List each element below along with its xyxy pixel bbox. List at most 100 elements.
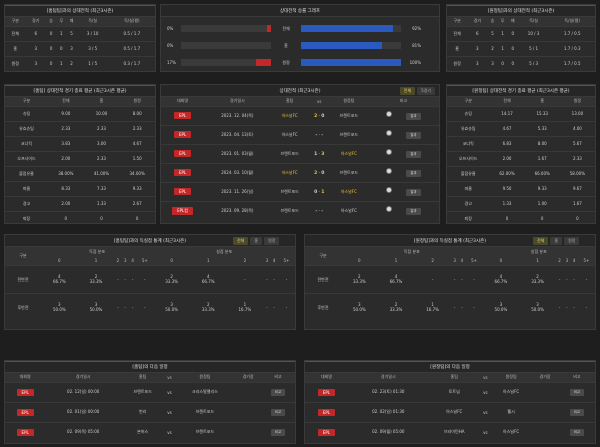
column-header: 대회명 [305, 373, 348, 382]
dist-cell: - [270, 292, 278, 321]
graph-row: 0% 홈 81% [167, 37, 433, 54]
home-next-title: [홈팀]의 다음 일정 [5, 361, 295, 373]
tab-away-dist-all[interactable]: 전체 [533, 237, 549, 245]
league-badge[interactable]: EPL [173, 150, 192, 157]
dist-cell: - [450, 264, 459, 293]
table-row: 슈팅 9.00 10.00 8.00 [5, 105, 155, 121]
vs-cell: vs [479, 421, 491, 442]
dist-cell: 4 66.7% [377, 264, 415, 293]
dist-cell: 2 33.3% [153, 264, 190, 293]
league-badge[interactable]: EPL [173, 188, 192, 195]
league-badge[interactable]: EPL [317, 388, 336, 396]
row-label: 유효슈팅 [447, 120, 490, 136]
graph-row: 0% 전체 92% [167, 20, 433, 37]
dist-cell: 2 33.3% [519, 264, 556, 293]
home-team: 브렌트포드 [270, 200, 309, 220]
row-label: 전반전 [5, 264, 41, 293]
table-cell: 1 [497, 25, 508, 41]
league-badge[interactable]: EPL [173, 131, 192, 138]
league-badge[interactable]: EPL [16, 388, 34, 396]
home-dist-table: 구분 득점 분포 실점 분포 0 1 2 3 4 5+ 0 1 2 3 4 5+ 전반전 4 66.7% 2 33… [5, 247, 295, 321]
home-team: 아스날FC [428, 401, 480, 422]
column-header: 경기 [467, 17, 488, 26]
compare-button[interactable]: 비교 [569, 428, 585, 436]
league-badge[interactable]: EPL [317, 428, 336, 436]
away-stats-panel: [원정팀] 상대전적 경기 종료 평균 (최근3시즌 평균) 구분 전체 홈 원정 슈팅… [446, 84, 596, 226]
table-row: EPL 2023. 04. 13(토) 아스날FC - - - 브렌트포드 결과 [161, 124, 439, 144]
away-stats-table: 구분 전체 홈 원정 슈팅 14.17 15.33 13.00 유효슈팅 4.67 5.33 4.00… [447, 97, 595, 226]
dist-cell: - [570, 292, 578, 321]
table-row: 오프사이드 2.00 2.33 1.50 [5, 150, 155, 166]
ball-icon [386, 130, 393, 136]
goal-count-header: 0 [153, 256, 190, 265]
tab-all[interactable]: 전체 [399, 87, 416, 95]
table-row: 전반전 2 33.3% 4 66.7% - - - -4 66.7% 2 33.3% - - - - [305, 264, 595, 293]
tab-home-dist-all[interactable]: 전체 [233, 237, 249, 245]
result-button[interactable]: 결과 [406, 113, 421, 120]
dist-cell: 4 66.7% [41, 264, 78, 293]
stadium-cell [531, 381, 559, 402]
league-badge[interactable]: EPL [16, 428, 34, 436]
away-team: 브렌트포드 [174, 421, 236, 442]
result-button[interactable]: 결과 [406, 132, 421, 139]
score-separator: - [317, 131, 322, 137]
column-header: 구분 [5, 247, 41, 265]
tab-away-dist-home[interactable]: 홈 [550, 237, 563, 245]
compare-button[interactable]: 비교 [270, 408, 286, 416]
tab-home-dist-home[interactable]: 홈 [250, 237, 263, 245]
league-badge[interactable]: EPL [173, 112, 192, 119]
table-cell: 2.33 [48, 120, 84, 136]
compare-button[interactable]: 비교 [569, 388, 585, 396]
home-dist-title-text: [홈팀팀]과의 득실점 통계 (최근3시즌) [113, 238, 187, 244]
compare-button[interactable]: 비교 [569, 408, 585, 416]
table-cell: 2.33 [83, 150, 120, 166]
tab-home-dist-away[interactable]: 원정 [264, 237, 280, 245]
column-header: 패 [507, 17, 518, 26]
right-bar-track [301, 25, 401, 32]
result-button[interactable]: 결과 [406, 151, 421, 158]
league-cell: EPL [161, 124, 205, 144]
date-cell: 02. 23(토) 01:30 [347, 381, 429, 402]
table-cell: 58.00% [559, 165, 595, 181]
table-cell: 8.33 [48, 180, 84, 196]
league-badge[interactable]: EPL [16, 408, 34, 416]
table-row: EPL 02. 23(토) 01:30 토트넘 vs 아스날FC 비교 [305, 381, 595, 402]
away-score: 0 [321, 113, 325, 119]
dist-cell: - [563, 264, 571, 293]
league-badge[interactable]: EPL [317, 408, 336, 416]
stadium-cell [235, 401, 262, 422]
row-label: 원정 [447, 55, 468, 71]
table-cell: 0 [45, 25, 57, 41]
table-cell: 9.33 [524, 180, 560, 196]
table-row: 경고 2.00 1.33 2.67 [5, 195, 155, 211]
dist-cell: - [555, 264, 564, 293]
table-row: EPL 02. 09(월) 05:00 브라이턴HA vs 아스날FC 비교 [305, 421, 595, 442]
dist-cell: - [136, 292, 154, 321]
dist-cell: - [465, 292, 483, 321]
result-button[interactable]: 결과 [406, 189, 421, 196]
table-cell: 1 [56, 55, 67, 71]
home-score: - [315, 132, 318, 138]
table-cell: 4.67 [119, 135, 155, 151]
result-button[interactable]: 결과 [406, 170, 421, 177]
row-label: 유효슈팅 [5, 120, 48, 136]
home-stats-title: [홈팀] 상대전적 경기 종료 평균 (최근3시즌 평균) [5, 85, 155, 97]
goal-count-header: 5+ [277, 256, 295, 265]
home-team: 본머스 [121, 421, 165, 442]
dist-cell: - [465, 264, 483, 293]
away-h2h-title: [원정팀]과의 상대전적 (최근3시즌) [447, 5, 595, 17]
dist-cell: 1 16.7% [414, 292, 451, 321]
table-row: EPL컵 2023. 09. 28(목) 브렌트포드 - - - 아스날FC 결과 [161, 200, 439, 220]
table-cell: 0 [119, 210, 155, 226]
league-badge[interactable]: EPL [173, 169, 192, 176]
tab-away-dist-away[interactable]: 원정 [564, 237, 580, 245]
compare-button[interactable]: 비교 [270, 388, 286, 396]
league-badge[interactable]: EPL컵 [172, 206, 193, 215]
table-row: 슈팅 14.17 15.33 13.00 [447, 105, 595, 121]
compare-button[interactable]: 비교 [270, 428, 286, 436]
league-cell: EPL [161, 143, 205, 163]
column-header: 대회명 [161, 97, 205, 106]
result-button[interactable]: 결과 [406, 208, 421, 216]
tab-5-games[interactable]: 5경기 [417, 87, 435, 95]
league-cell: EPL [5, 421, 46, 442]
